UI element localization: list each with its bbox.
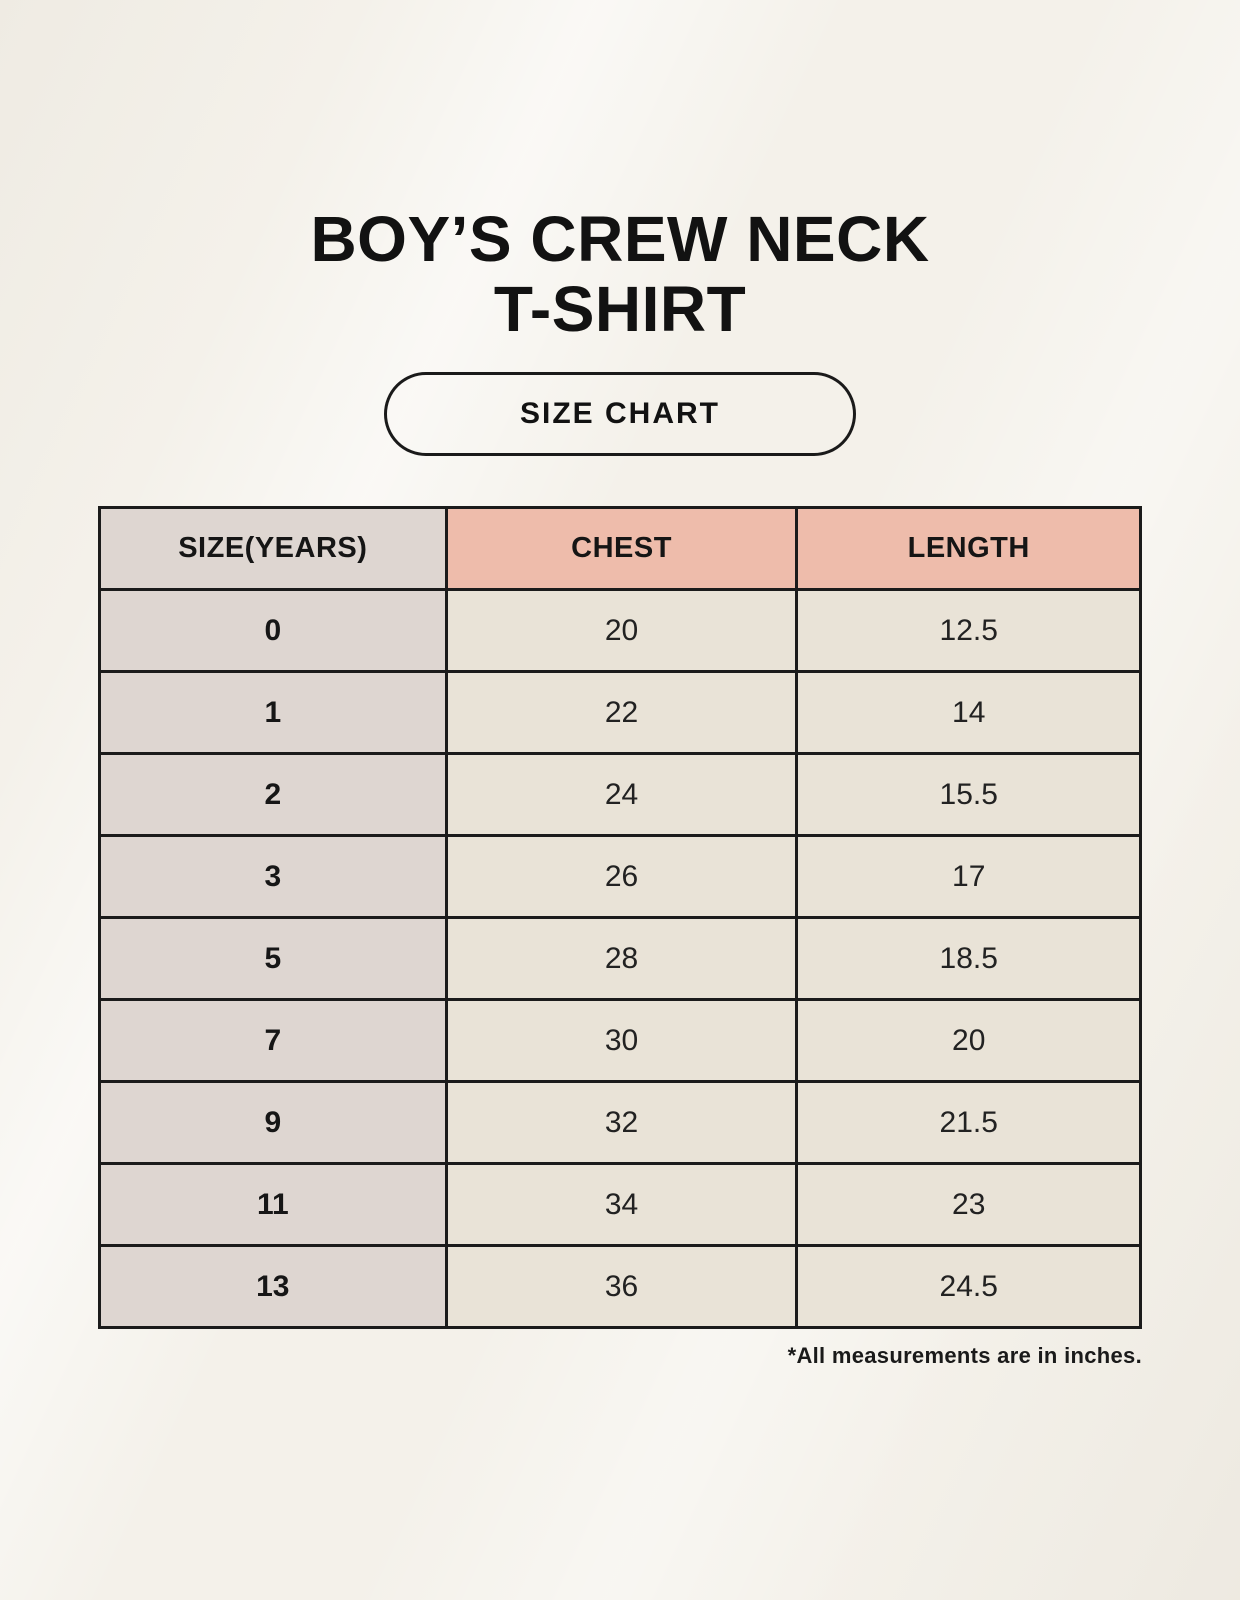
column-header-length: LENGTH xyxy=(795,506,1142,591)
table-cell: 23 xyxy=(795,1162,1142,1247)
table-cell: 15.5 xyxy=(795,752,1142,837)
table-row: 7 30 20 xyxy=(98,998,1142,1083)
size-chart-badge: SIZE CHART xyxy=(384,372,856,456)
table-cell: 30 xyxy=(444,998,799,1083)
page-title-line1: BOY’S CREW NECK xyxy=(310,203,930,275)
column-header-chest: CHEST xyxy=(444,506,799,591)
table-cell: 34 xyxy=(444,1162,799,1247)
size-cell: 3 xyxy=(98,834,448,919)
size-cell: 1 xyxy=(98,670,448,755)
measurements-footnote: *All measurements are in inches. xyxy=(787,1343,1142,1368)
size-cell: 11 xyxy=(98,1162,448,1247)
table-cell: 32 xyxy=(444,1080,799,1165)
size-cell: 2 xyxy=(98,752,448,837)
page-title-line2: T-SHIRT xyxy=(493,273,747,345)
table-row: 5 28 18.5 xyxy=(98,916,1142,1001)
table-cell: 28 xyxy=(444,916,799,1001)
table-cell: 24 xyxy=(444,752,799,837)
table-cell: 22 xyxy=(444,670,799,755)
table-row: 13 36 24.5 xyxy=(98,1244,1142,1329)
size-table-header: SIZE(YEARS) CHEST LENGTH xyxy=(98,506,1142,591)
size-table: SIZE(YEARS) CHEST LENGTH 0 20 12.5 1 22 14 2 24 15… xyxy=(98,506,1142,1329)
table-cell: 17 xyxy=(795,834,1142,919)
column-header-size-years: SIZE(YEARS) xyxy=(98,506,448,591)
table-cell: 14 xyxy=(795,670,1142,755)
table-cell: 36 xyxy=(444,1244,799,1329)
table-cell: 26 xyxy=(444,834,799,919)
table-row: 9 32 21.5 xyxy=(98,1080,1142,1165)
size-table-body: 0 20 12.5 1 22 14 2 24 15.5 3 26 17 5 28 18.5 7 30 20 9 32 2… xyxy=(98,588,1142,1329)
table-row: 0 20 12.5 xyxy=(98,588,1142,673)
table-row: 3 26 17 xyxy=(98,834,1142,919)
table-cell: 18.5 xyxy=(795,916,1142,1001)
size-cell: 7 xyxy=(98,998,448,1083)
table-row: 2 24 15.5 xyxy=(98,752,1142,837)
table-cell: 20 xyxy=(444,588,799,673)
size-cell: 9 xyxy=(98,1080,448,1165)
page-title: BOY’S CREW NECK T-SHIRT xyxy=(0,0,1240,344)
table-cell: 12.5 xyxy=(795,588,1142,673)
table-cell: 20 xyxy=(795,998,1142,1083)
size-cell: 5 xyxy=(98,916,448,1001)
table-cell: 24.5 xyxy=(795,1244,1142,1329)
size-cell: 0 xyxy=(98,588,448,673)
size-chart-page: BOY’S CREW NECK T-SHIRT SIZE CHART SIZE(… xyxy=(0,0,1240,1368)
size-table-container: SIZE(YEARS) CHEST LENGTH 0 20 12.5 1 22 14 2 24 15… xyxy=(98,506,1142,1329)
header-row: SIZE(YEARS) CHEST LENGTH xyxy=(98,506,1142,591)
table-row: 1 22 14 xyxy=(98,670,1142,755)
size-chart-badge-label: SIZE CHART xyxy=(520,397,720,430)
table-cell: 21.5 xyxy=(795,1080,1142,1165)
size-cell: 13 xyxy=(98,1244,448,1329)
table-row: 11 34 23 xyxy=(98,1162,1142,1247)
